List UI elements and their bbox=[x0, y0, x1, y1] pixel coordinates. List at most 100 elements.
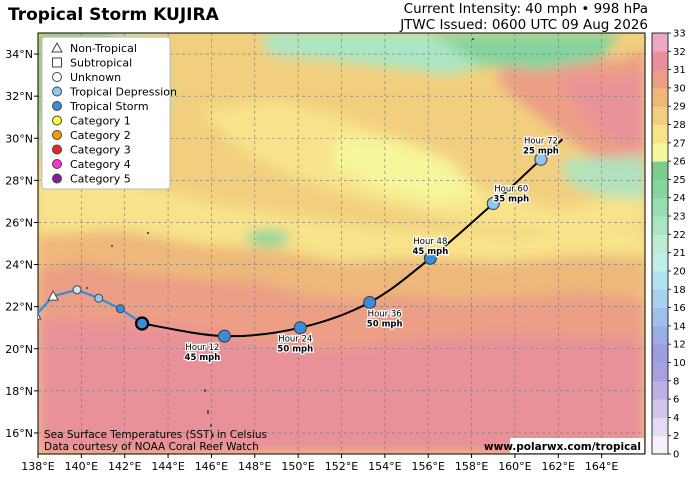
colorbar-segment bbox=[652, 142, 668, 162]
legend-square-icon bbox=[52, 57, 62, 68]
legend-item: Tropical Depression bbox=[52, 86, 177, 99]
past-track-point bbox=[115, 304, 125, 314]
current-position-marker bbox=[134, 316, 150, 331]
colorbar-segment bbox=[652, 344, 668, 363]
forecast-point bbox=[293, 321, 307, 335]
legend-label: Non-Tropical bbox=[70, 42, 137, 55]
colorbar-tick-label: 31 bbox=[673, 65, 686, 76]
website-badge: www.polarwx.com/tropical bbox=[484, 438, 644, 453]
colorbar-tick-label: 6 bbox=[673, 395, 679, 406]
latitude-axis: 16°N 18°N 20°N 22°N 24°N 26°N 28°N 30°N 32°N 34°N bbox=[5, 48, 38, 440]
legend-label: Tropical Storm bbox=[69, 100, 149, 113]
legend-label: Category 2 bbox=[70, 129, 131, 142]
lat-tick-label: 28°N bbox=[5, 174, 33, 187]
colorbar-tick-label: 8 bbox=[673, 376, 679, 387]
legend-item: Unknown bbox=[52, 71, 121, 84]
credits: Sea Surface Temperatures (SST) in Celsiu… bbox=[44, 429, 267, 453]
legend-item: Category 1 bbox=[52, 115, 131, 128]
colorbar-segment bbox=[652, 179, 668, 199]
lat-tick-label: 20°N bbox=[5, 343, 33, 356]
forecast-point bbox=[534, 152, 548, 166]
colorbar-segment bbox=[652, 33, 668, 52]
forecast-hour-label: Hour 72 bbox=[524, 136, 558, 146]
forecast-wind-label: 50 mph bbox=[277, 345, 313, 355]
colorbar-segment bbox=[652, 435, 668, 455]
legend-item: Non-Tropical bbox=[51, 41, 137, 55]
lon-tick-label: 152°E bbox=[325, 460, 358, 473]
legend-label: Category 3 bbox=[70, 144, 131, 157]
colorbar-segment bbox=[652, 325, 668, 345]
colorbar-tick-label: 24 bbox=[673, 193, 686, 204]
forecast-point bbox=[217, 329, 231, 343]
lat-tick-label: 34°N bbox=[5, 48, 33, 61]
forecast-point bbox=[423, 251, 437, 265]
colorbar-tick-label: 22 bbox=[673, 230, 686, 241]
lat-tick-label: 26°N bbox=[5, 216, 33, 229]
forecast-point bbox=[486, 197, 500, 211]
colorbar-tick-label: 18 bbox=[673, 285, 686, 296]
legend-circle-icon bbox=[52, 144, 62, 155]
lon-tick-label: 144°E bbox=[151, 460, 184, 473]
islands bbox=[86, 38, 474, 437]
legend-circle-icon bbox=[52, 101, 62, 111]
lon-tick-label: 160°E bbox=[498, 460, 531, 473]
credit-sst: Sea Surface Temperatures (SST) in Celsiu… bbox=[44, 429, 267, 441]
issue-time: JTWC Issued: 0600 UTC 09 Aug 2026 bbox=[400, 17, 648, 33]
legend-item: Category 5 bbox=[52, 173, 131, 186]
legend-circle-icon bbox=[52, 115, 62, 126]
forecast-wind-label: 35 mph bbox=[493, 195, 529, 205]
lon-tick-label: 150°E bbox=[281, 460, 314, 473]
colorbar-segment bbox=[652, 399, 668, 418]
colorbar-segment bbox=[652, 106, 668, 126]
colorbar-tick-label: 4 bbox=[673, 413, 679, 424]
colorbar-segment bbox=[652, 87, 668, 107]
colorbar-tick-label: 28 bbox=[673, 120, 686, 131]
lat-tick-label: 30°N bbox=[5, 132, 33, 145]
past-track-point bbox=[38, 312, 42, 320]
lat-tick-label: 16°N bbox=[5, 427, 33, 440]
colorbar-segment bbox=[652, 362, 668, 382]
forecast-wind-label: 45 mph bbox=[412, 247, 448, 257]
legend-circle-icon bbox=[52, 72, 62, 82]
legend-label: Tropical Depression bbox=[69, 86, 177, 99]
lon-tick-label: 156°E bbox=[411, 460, 444, 473]
past-track-point bbox=[72, 285, 82, 295]
colorbar-tick-label: 20 bbox=[673, 266, 686, 277]
lon-tick-label: 146°E bbox=[195, 460, 228, 473]
legend-item: Category 3 bbox=[52, 144, 131, 157]
colorbar-tick-label: 32 bbox=[673, 47, 686, 58]
colorbar-tick-label: 27 bbox=[673, 138, 686, 149]
colorbar-segment bbox=[652, 380, 668, 400]
legend-circle-icon bbox=[52, 86, 62, 97]
colorbar-tick-label: 33 bbox=[673, 29, 686, 40]
colorbar-tick-label: 21 bbox=[673, 248, 686, 259]
legend-label: Category 5 bbox=[70, 173, 131, 186]
legend-circle-icon bbox=[52, 159, 62, 169]
colorbar-segment bbox=[652, 216, 668, 235]
colorbar-tick-label: 2 bbox=[673, 431, 679, 442]
colorbar-segment bbox=[652, 124, 668, 144]
legend-label: Subtropical bbox=[70, 57, 132, 70]
lon-tick-label: 158°E bbox=[455, 460, 488, 473]
colorbar-segment bbox=[652, 252, 668, 272]
colorbar-segment bbox=[652, 289, 668, 309]
colorbar-tick-label: 23 bbox=[673, 212, 686, 223]
lat-tick-label: 24°N bbox=[5, 259, 33, 272]
forecast-wind-label: 50 mph bbox=[367, 319, 403, 329]
lon-tick-label: 140°E bbox=[65, 460, 98, 473]
colorbar-tick-label: 14 bbox=[673, 321, 686, 332]
legend-triangle-icon bbox=[51, 41, 63, 53]
lon-tick-label: 162°E bbox=[542, 460, 575, 473]
lon-tick-label: 138°E bbox=[21, 460, 54, 473]
lon-tick-label: 154°E bbox=[368, 460, 401, 473]
colorbar-tick-label: 26 bbox=[673, 157, 686, 168]
sst-colorbar: 0246810121416182021222324252627282930313… bbox=[651, 29, 686, 461]
colorbar-segment bbox=[652, 234, 668, 254]
past-track-point bbox=[94, 293, 104, 303]
credit-noaa: Data courtesy of NOAA Coral Reef Watch bbox=[44, 441, 259, 453]
forecast-hour-label: Hour 60 bbox=[494, 185, 528, 195]
legend-item: Subtropical bbox=[52, 57, 132, 70]
lon-tick-label: 142°E bbox=[108, 460, 141, 473]
map-title: Tropical Storm KUJIRA bbox=[8, 5, 219, 25]
